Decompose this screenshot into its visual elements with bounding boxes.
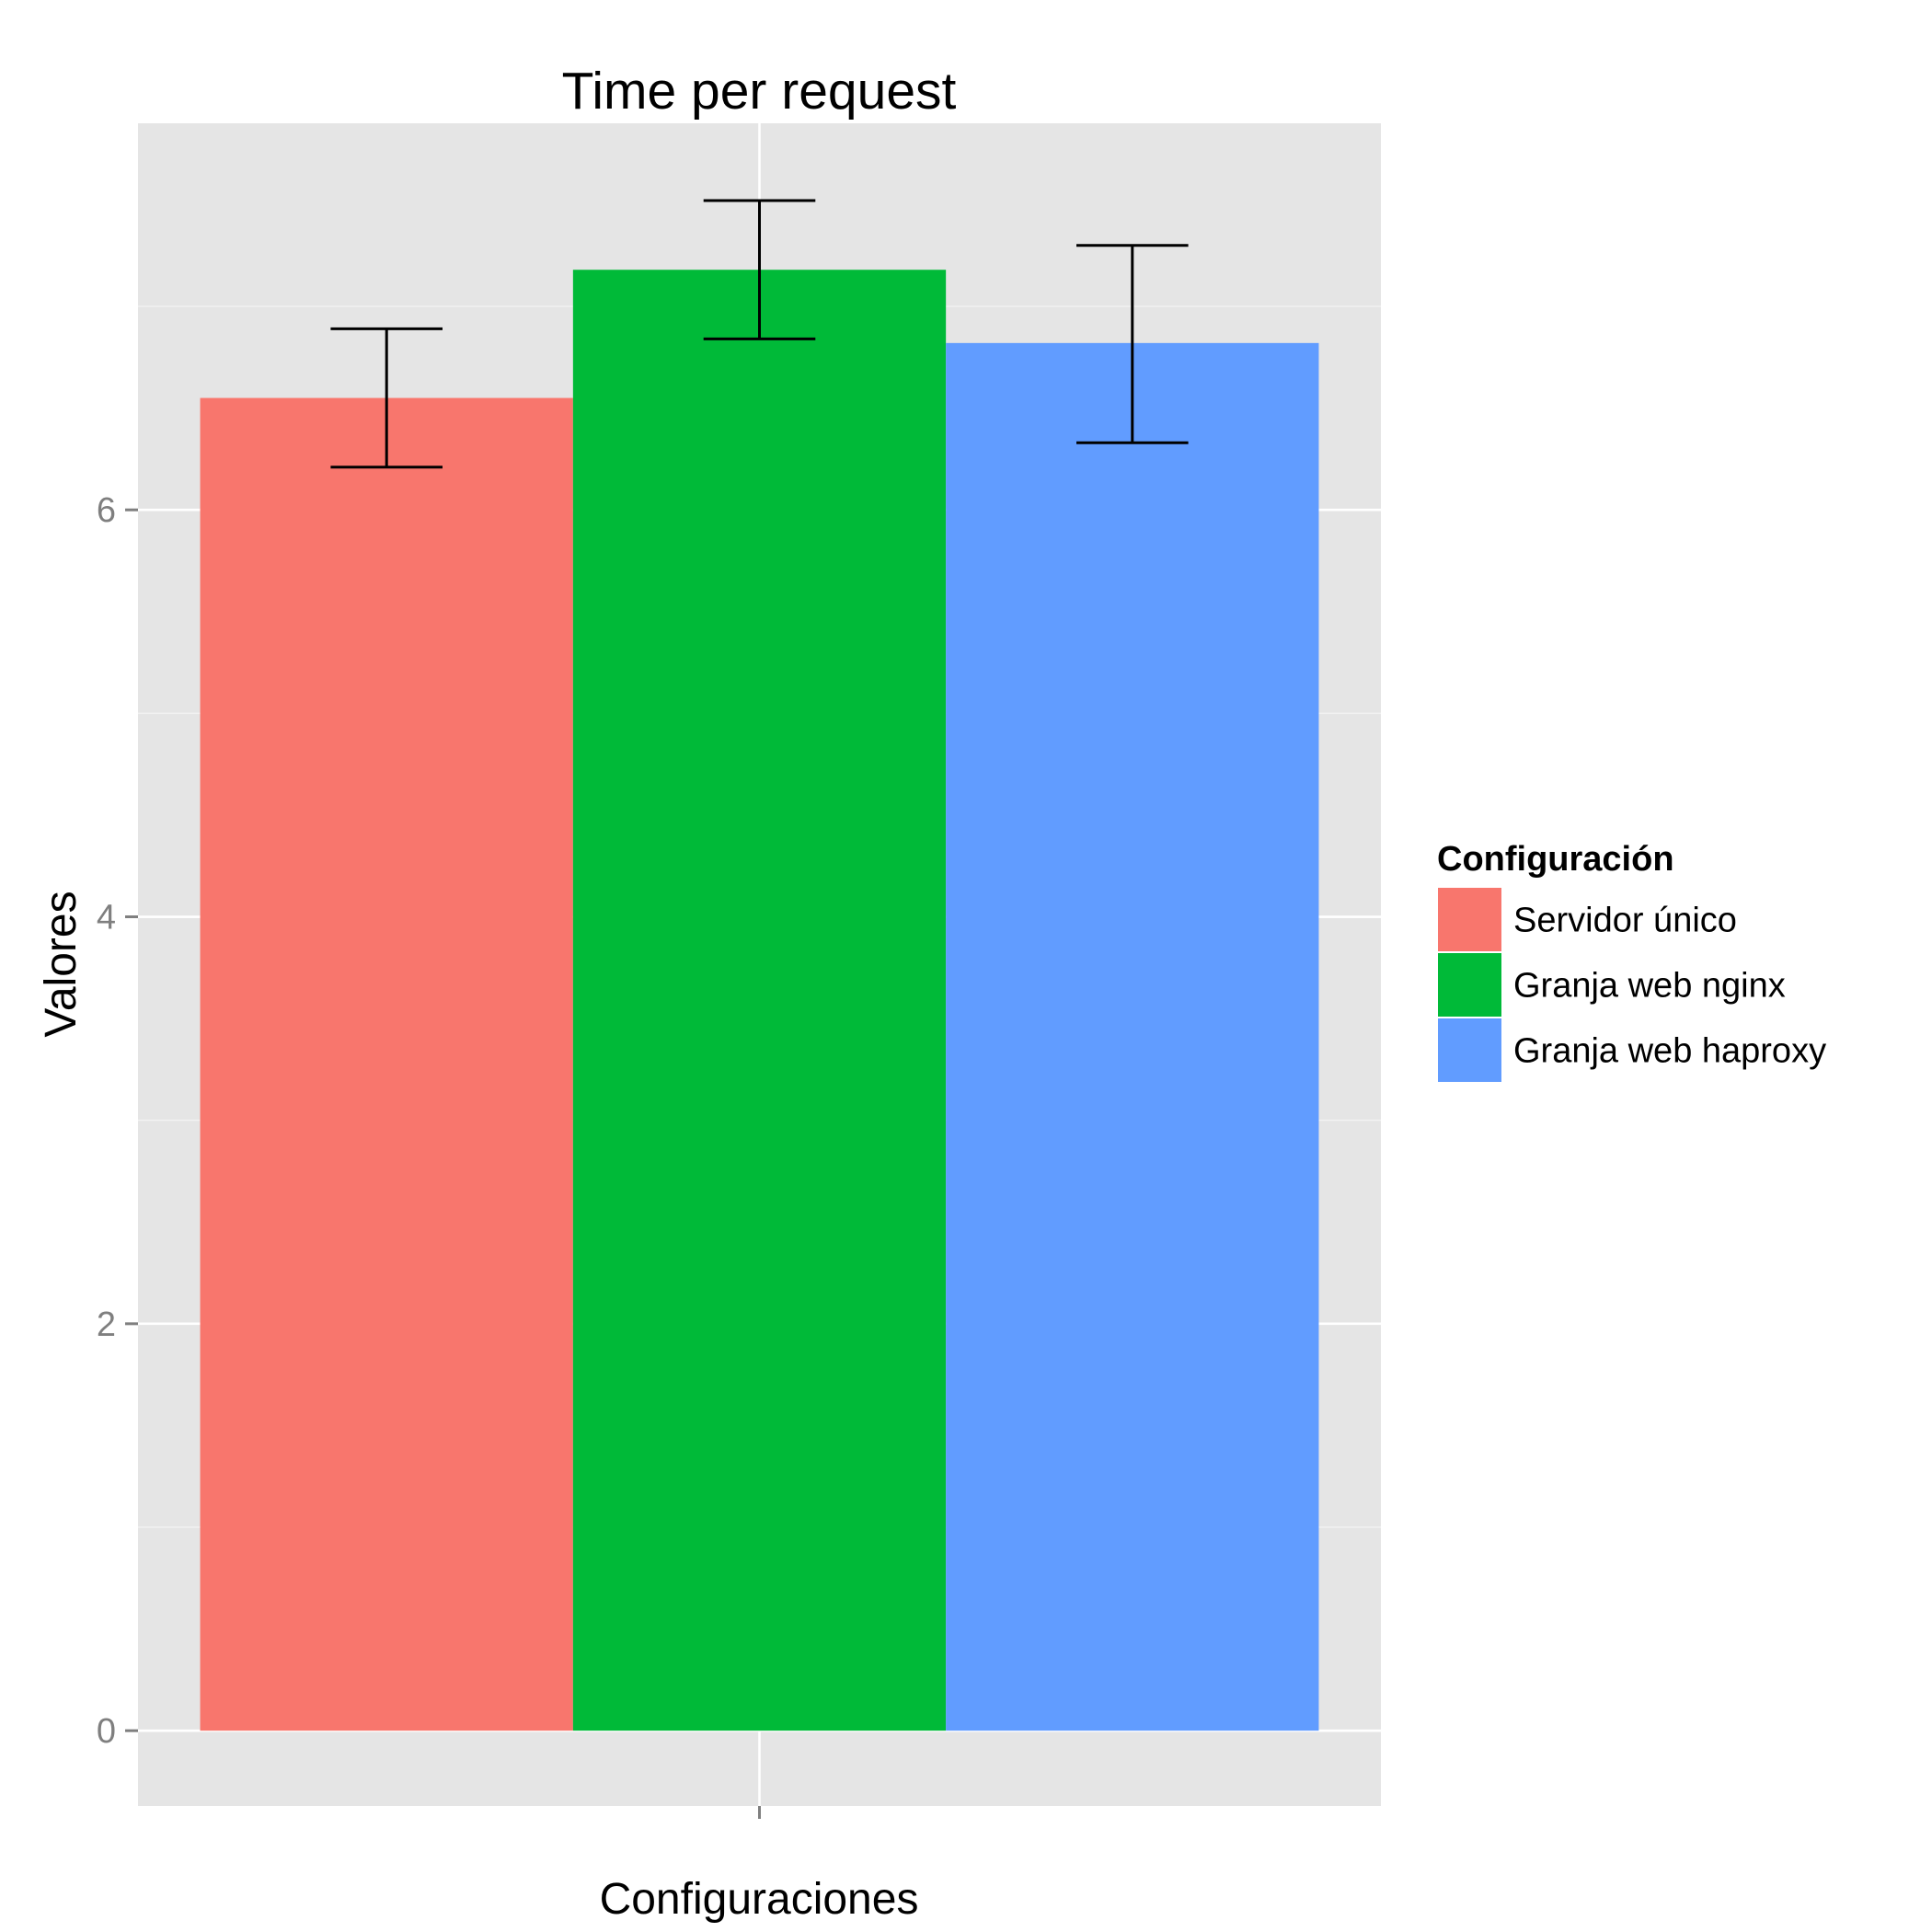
- y-tick-label: 6: [97, 491, 116, 530]
- legend-label: Servidor único: [1513, 902, 1737, 940]
- legend-key: [1436, 886, 1503, 953]
- legend-label: Granja web haproxy: [1513, 1032, 1826, 1071]
- x-axis-title: Configuraciones: [600, 1875, 919, 1924]
- legend-key: [1436, 1017, 1503, 1084]
- bar: [572, 270, 947, 1731]
- bars: [200, 270, 1319, 1731]
- chart-title: Time per request: [562, 62, 957, 121]
- y-axis-title: Valores: [37, 891, 86, 1037]
- y-axis: 0 2 4 6: [97, 491, 138, 1751]
- y-tick-label: 4: [97, 899, 116, 937]
- bar: [200, 397, 573, 1731]
- y-tick-label: 0: [97, 1712, 116, 1751]
- legend-label: Granja web nginx: [1513, 967, 1786, 1006]
- bar: [946, 342, 1319, 1731]
- legend-key: [1436, 951, 1503, 1018]
- y-tick-label: 2: [97, 1305, 116, 1344]
- legend-title: Configuración: [1437, 840, 1674, 879]
- error-bars: [330, 199, 1189, 469]
- legend: Configuración Servidor único Granja web n…: [1436, 840, 1826, 1084]
